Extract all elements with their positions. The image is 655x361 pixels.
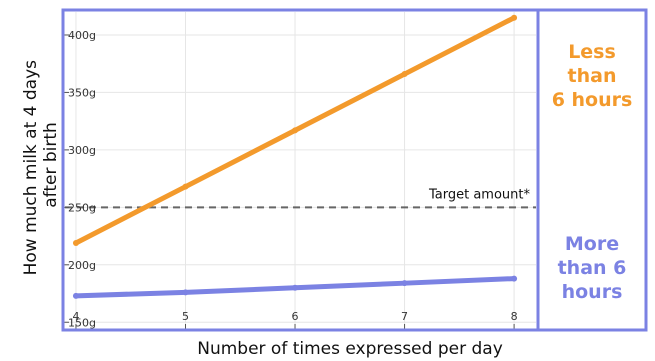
series-label-more-than-6-hours: More than 6 hours bbox=[558, 233, 627, 303]
data-point-less6 bbox=[292, 127, 299, 134]
data-point-less6 bbox=[401, 71, 408, 78]
x-tick-label: 7 bbox=[401, 310, 408, 323]
x-axis-title: Number of times expressed per day bbox=[197, 339, 503, 359]
data-point-more6 bbox=[72, 292, 79, 299]
data-point-more6 bbox=[511, 275, 518, 282]
x-axis-ticks: 4 5 6 7 8 bbox=[72, 310, 518, 329]
y-axis-title-line-2: after birth bbox=[41, 122, 61, 208]
data-point-less6 bbox=[182, 183, 189, 190]
y-tick-label: 300g bbox=[68, 144, 96, 157]
data-point-more6 bbox=[182, 289, 189, 296]
label-panel-frame bbox=[536, 8, 648, 332]
x-tick-label: 6 bbox=[292, 310, 299, 323]
y-tick-label: 400g bbox=[68, 29, 96, 42]
series-label-line: 6 hours bbox=[552, 89, 633, 111]
y-axis-ticks: 150g 200g 250g 300g 350g 400g bbox=[64, 29, 96, 329]
series-label-line: More bbox=[565, 233, 619, 255]
series-label-line: than bbox=[568, 65, 617, 87]
series-label-line: hours bbox=[562, 281, 623, 303]
y-axis-title-line-1: How much milk at 4 days bbox=[21, 60, 41, 276]
y-axis-title: How much milk at 4 days after birth bbox=[21, 55, 61, 276]
y-tick-label: 150g bbox=[68, 316, 96, 329]
y-tick-label: 250g bbox=[68, 201, 96, 214]
x-tick-label: 4 bbox=[72, 310, 79, 323]
data-point-less6 bbox=[511, 14, 518, 21]
data-point-more6 bbox=[401, 280, 408, 287]
x-tick-label: 5 bbox=[182, 310, 189, 323]
series-label-line: than 6 bbox=[558, 257, 627, 279]
series-label-less-than-6-hours: Less than 6 hours bbox=[552, 41, 633, 111]
data-point-less6 bbox=[72, 239, 79, 246]
y-tick-label: 200g bbox=[68, 259, 96, 272]
data-point-more6 bbox=[292, 284, 299, 291]
series-label-line: Less bbox=[568, 41, 616, 63]
target-reference-label: Target amount* bbox=[428, 187, 531, 202]
x-tick-label: 8 bbox=[511, 310, 518, 323]
series-group bbox=[72, 14, 518, 299]
y-tick-label: 350g bbox=[68, 86, 96, 99]
